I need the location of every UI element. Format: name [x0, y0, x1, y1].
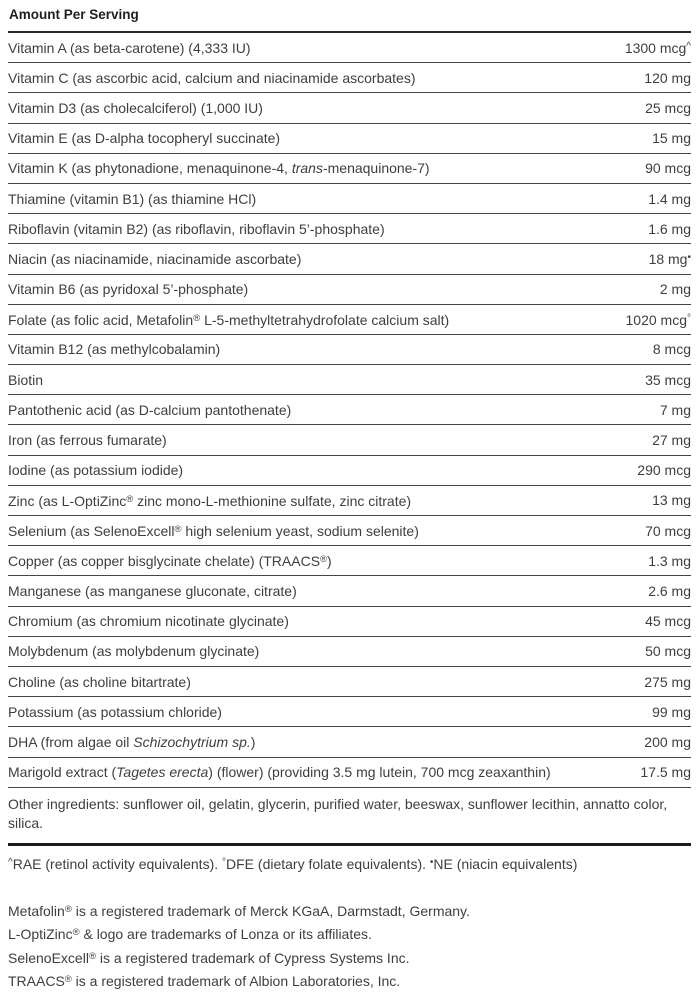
- ingredient-amount: 200 mg: [644, 733, 691, 750]
- ingredient-label: Vitamin K (as phytonadione, menaquinone-…: [8, 160, 430, 177]
- table-row: Iodine (as potassium iodide) 290 mcg: [8, 456, 691, 486]
- ingredient-label: Vitamin B12 (as methylcobalamin): [8, 341, 221, 358]
- ingredient-label: Biotin: [8, 371, 44, 388]
- ingredient-label: Niacin (as niacinamide, niacinamide asco…: [8, 250, 302, 267]
- table-row: Potassium (as potassium chloride) 99 mg: [8, 697, 691, 728]
- ingredient-amount: 1.6 mg: [648, 220, 691, 237]
- trademark-line-metafolin: Metafolin® is a registered trademark of …: [8, 902, 470, 919]
- ingredient-label: Pantothenic acid (as D-calcium pantothen…: [8, 401, 292, 418]
- table-row: Chromium (as chromium nicotinate glycina…: [8, 607, 691, 637]
- other-ingredients-text: Other ingredients: sunflower oil, gelati…: [8, 795, 668, 832]
- ingredient-amount: 2.6 mg: [648, 582, 691, 599]
- table-row: DHA (from algae oil Schizochytrium sp.) 2…: [8, 727, 691, 758]
- ingredient-amount: 27 mg: [652, 432, 691, 449]
- table-row: Vitamin E (as D-alpha tocopheryl succina…: [8, 124, 691, 154]
- table-row: Vitamin D3 (as cholecalciferol) (1,000 I…: [8, 93, 691, 124]
- table-row: Vitamin B12 (as methylcobalamin) 8 mcg: [8, 335, 691, 366]
- ingredient-label: Thiamine (vitamin B1) (as thiamine HCl): [8, 190, 257, 207]
- ingredient-label: Vitamin A (as beta-carotene) (4,333 IU): [8, 39, 251, 56]
- ingredient-amount: 18 mg•: [648, 251, 691, 268]
- ingredient-label: Chromium (as chromium nicotinate glycina…: [8, 613, 289, 630]
- ingredient-label: Selenium (as SelenoExcell® high selenium…: [8, 523, 419, 540]
- ingredient-amount: 13 mg: [652, 492, 691, 509]
- table-row: Copper (as copper bisglycinate chelate) …: [8, 546, 691, 577]
- table-row: Vitamin K (as phytonadione, menaquinone-…: [8, 154, 691, 184]
- table-row: Vitamin A (as beta-carotene) (4,333 IU) 1…: [8, 33, 691, 64]
- table-row: Manganese (as manganese gluconate, citra…: [8, 576, 691, 607]
- ingredient-amount: 290 mcg: [637, 462, 691, 479]
- ingredient-label: Zinc (as L-OptiZinc® zinc mono-L-methion…: [8, 492, 412, 509]
- ingredient-label: Iron (as ferrous fumarate): [8, 432, 167, 449]
- ingredient-label: Manganese (as manganese gluconate, citra…: [8, 582, 297, 599]
- ingredient-amount: 50 mcg: [645, 643, 691, 660]
- table-row: Choline (as choline bitartrate) 275 mg: [8, 667, 691, 698]
- table-row: Riboflavin (vitamin B2) (as riboflavin, …: [8, 214, 691, 245]
- table-row: Selenium (as SelenoExcell® high selenium…: [8, 516, 691, 547]
- footnote-marker: •: [687, 252, 691, 264]
- trademark-line-selenoexcell: SelenoExcell® is a registered trademark …: [8, 949, 410, 966]
- panel-title: Amount Per Serving: [8, 5, 691, 33]
- ingredient-label: Vitamin D3 (as cholecalciferol) (1,000 I…: [8, 99, 263, 116]
- ingredient-amount: 45 mcg: [645, 613, 691, 630]
- ingredient-amount: 120 mg: [644, 69, 691, 86]
- table-row: Vitamin B6 (as pyridoxal 5’-phosphate) 2 …: [8, 275, 691, 305]
- ingredient-amount: 35 mcg: [645, 371, 691, 388]
- ingredient-amount: 70 mcg: [645, 522, 691, 539]
- ingredient-amount: 1300 mcg^: [624, 40, 691, 57]
- ingredient-label: Riboflavin (vitamin B2) (as riboflavin, …: [8, 220, 385, 237]
- ingredient-label: Copper (as copper bisglycinate chelate) …: [8, 553, 332, 570]
- trademark-line-traacs: TRAACS® is a registered trademark of Alb…: [8, 973, 401, 990]
- ingredient-label: Vitamin C (as ascorbic acid, calcium and…: [8, 69, 416, 86]
- ingredient-amount: 2 mg: [659, 281, 691, 298]
- table-row: Biotin 35 mcg: [8, 365, 691, 396]
- table-row: Molybdenum (as molybdenum glycinate) 50 m…: [8, 637, 691, 667]
- ingredient-amount: 99 mg: [652, 703, 691, 720]
- table-row: Zinc (as L-OptiZinc® zinc mono-L-methion…: [8, 486, 691, 516]
- ingredient-amount: 8 mcg: [652, 341, 691, 358]
- facts-table: Vitamin A (as beta-carotene) (4,333 IU) 1…: [8, 33, 691, 788]
- ingredient-label: Marigold extract (Tagetes erecta) (flowe…: [8, 764, 551, 781]
- footnote-marker: ^: [686, 41, 691, 53]
- ingredient-label: Potassium (as potassium chloride): [8, 703, 222, 720]
- ingredient-amount: 17.5 mg: [640, 764, 691, 781]
- table-row: Niacin (as niacinamide, niacinamide asco…: [8, 244, 691, 275]
- table-row: Marigold extract (Tagetes erecta) (flowe…: [8, 758, 691, 788]
- trademark-line-loptizinc: L-OptiZinc® & logo are trademarks of Lon…: [8, 926, 372, 943]
- ingredient-amount: 1.3 mg: [648, 552, 691, 569]
- ingredient-label: Vitamin E (as D-alpha tocopheryl succina…: [8, 130, 281, 147]
- ingredient-amount: 15 mg: [652, 130, 691, 147]
- ingredient-amount: 7 mg: [659, 401, 691, 418]
- ingredient-label: Iodine (as potassium iodide): [8, 462, 184, 479]
- ingredient-amount: 90 mcg: [645, 160, 691, 177]
- trademark-notes: Metafolin® is a registered trademark of …: [8, 899, 691, 993]
- ingredient-label: Folate (as folic acid, Metafolin® L-5-me…: [8, 311, 450, 328]
- footnote-divider: [8, 842, 691, 846]
- table-row: Thiamine (vitamin B1) (as thiamine HCl) 1…: [8, 184, 691, 215]
- ingredient-amount: 1020 mcg°: [625, 311, 691, 328]
- ingredient-amount: 275 mg: [644, 673, 691, 690]
- ingredient-label: Vitamin B6 (as pyridoxal 5’-phosphate): [8, 281, 249, 298]
- table-row: Vitamin C (as ascorbic acid, calcium and…: [8, 63, 691, 94]
- ingredient-label: Molybdenum (as molybdenum glycinate): [8, 643, 260, 660]
- footnotes-text: ^RAE (retinol activity equivalents). °DF…: [8, 855, 578, 872]
- ingredient-amount: 1.4 mg: [648, 190, 691, 207]
- table-row: Pantothenic acid (as D-calcium pantothen…: [8, 395, 691, 426]
- facts-table-body: Vitamin A (as beta-carotene) (4,333 IU) 1…: [8, 33, 691, 788]
- table-row: Iron (as ferrous fumarate) 27 mg: [8, 425, 691, 456]
- ingredient-label: DHA (from algae oil Schizochytrium sp.): [8, 733, 256, 750]
- ingredient-amount: 25 mcg: [645, 99, 691, 116]
- ingredient-label: Choline (as choline bitartrate): [8, 673, 191, 690]
- footnote-marker: °: [687, 312, 691, 324]
- table-row: Folate (as folic acid, Metafolin® L-5-me…: [8, 305, 691, 335]
